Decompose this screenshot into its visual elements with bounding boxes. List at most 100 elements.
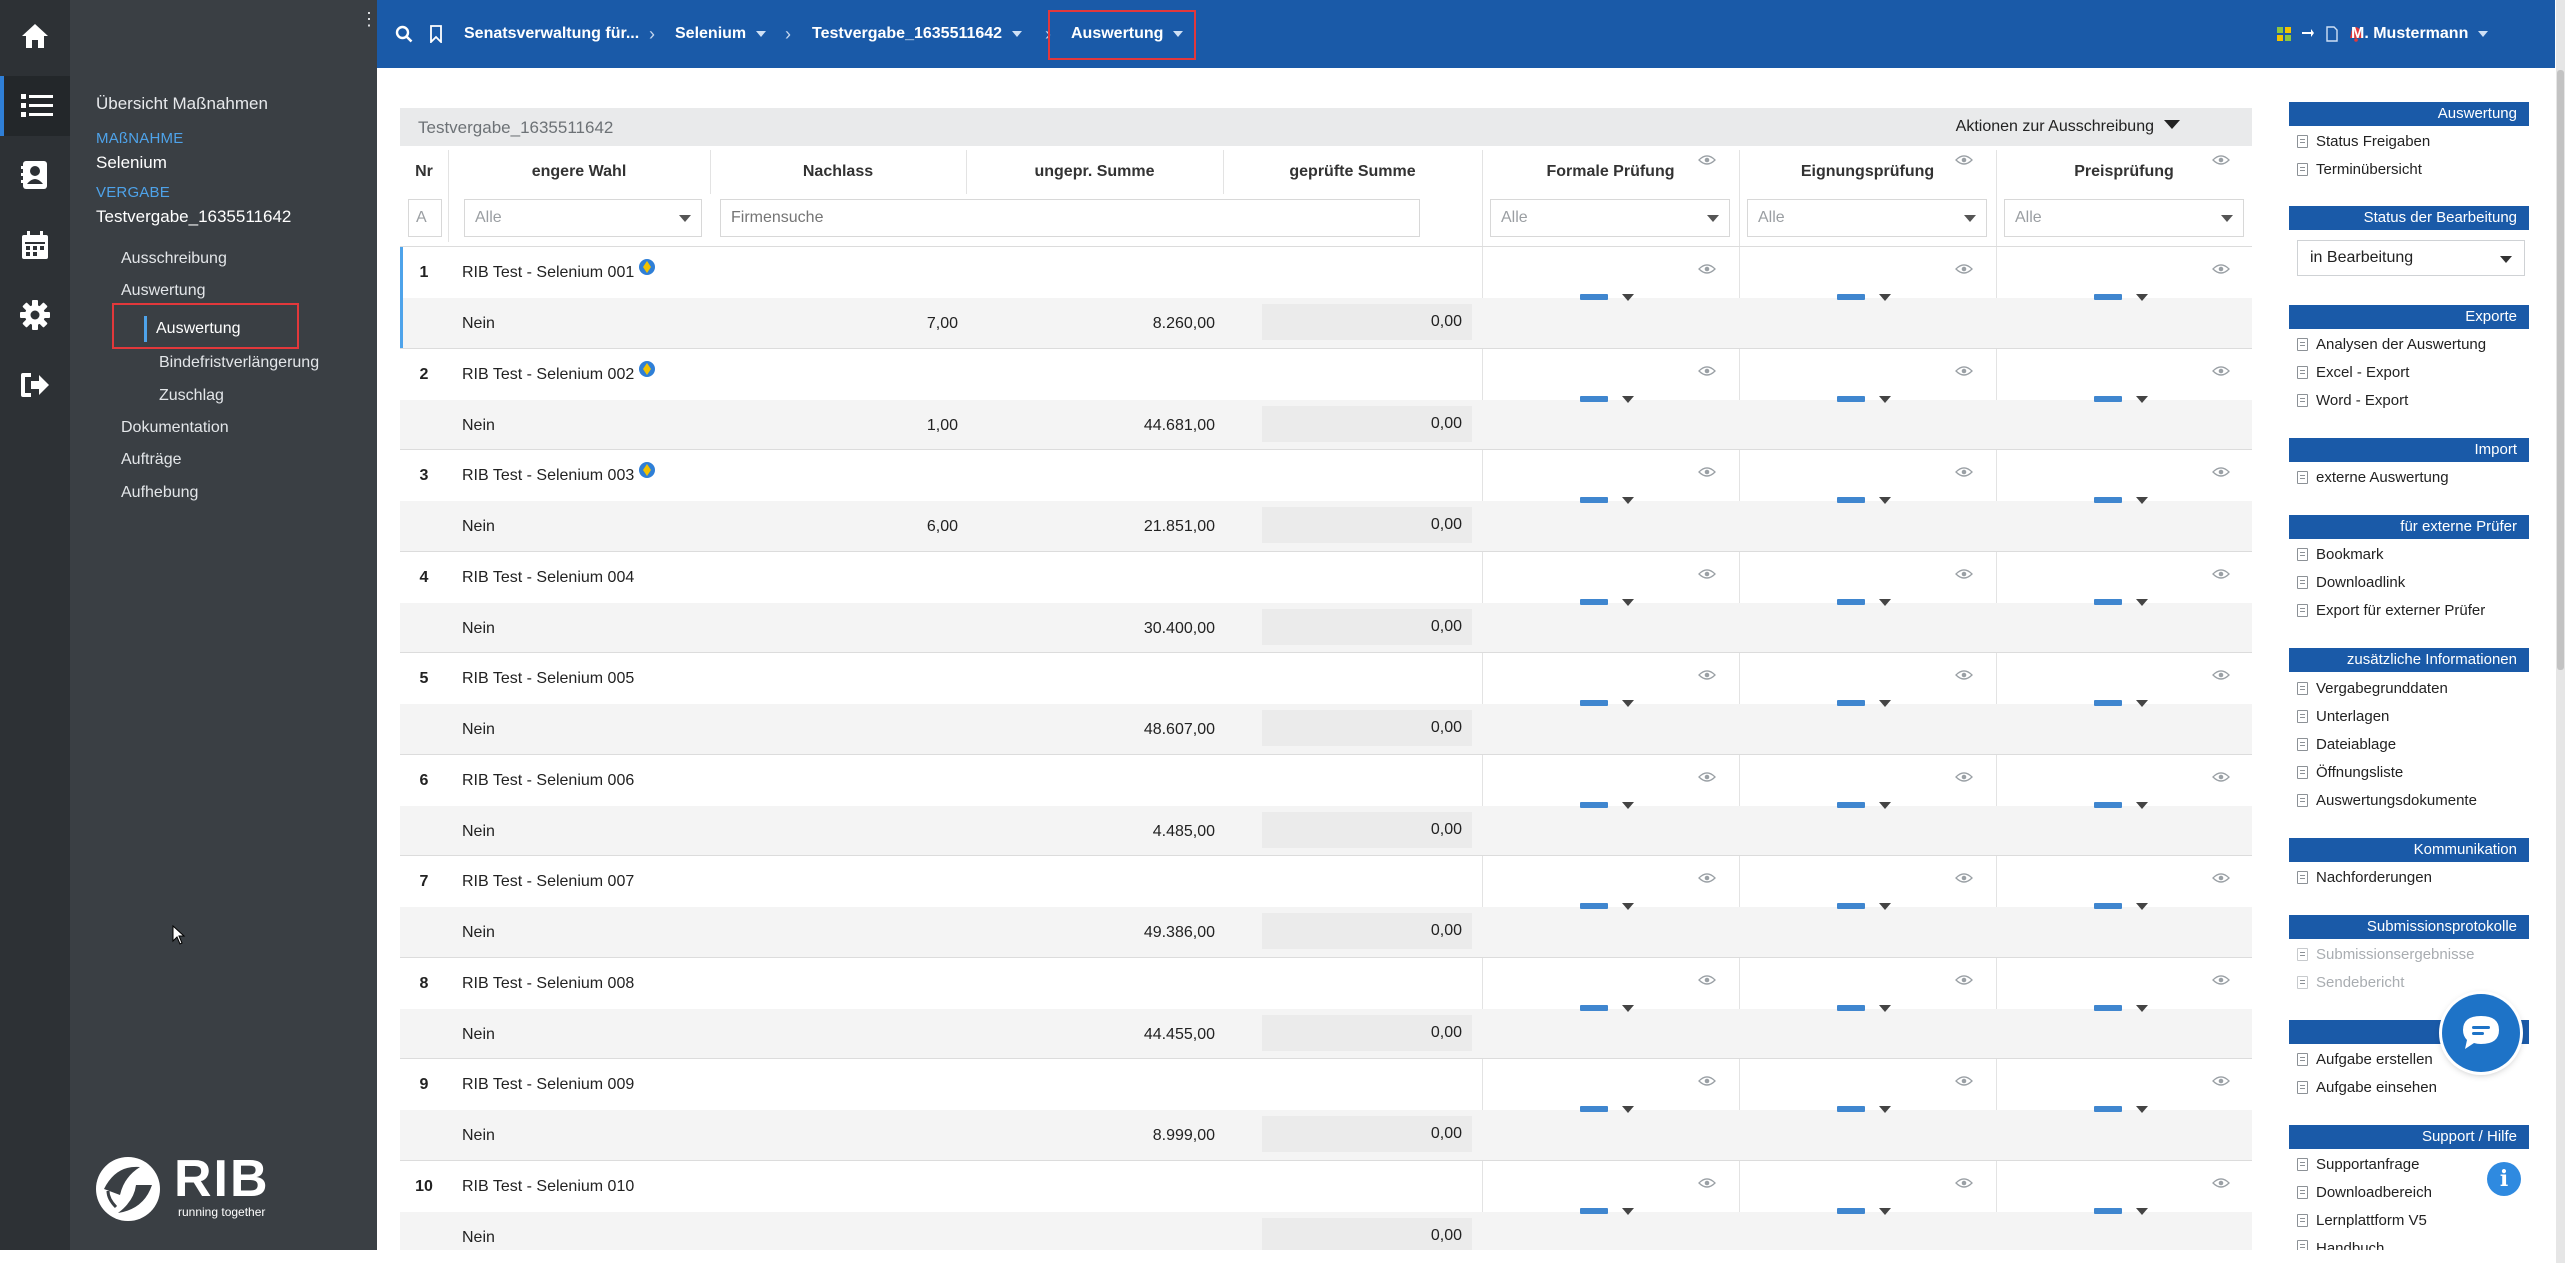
link-excel-export[interactable]: Excel - Export bbox=[2297, 364, 2409, 381]
status-formal-dropdown[interactable] bbox=[1580, 494, 1640, 508]
link-auswertungsdokumente[interactable]: Auswertungsdokumente bbox=[2297, 792, 2477, 809]
status-preis-dropdown[interactable] bbox=[2094, 494, 2154, 508]
row-engere-wahl[interactable]: Nein bbox=[462, 822, 495, 840]
row-firma[interactable]: RIB Test - Selenium 009 bbox=[462, 1076, 634, 1094]
contact-card-icon[interactable] bbox=[0, 145, 70, 205]
row-engere-wahl[interactable]: Nein bbox=[462, 924, 495, 941]
status-preis-dropdown[interactable] bbox=[2094, 799, 2154, 813]
table-row[interactable]: 2 RIB Test - Selenium 002 Nein 1,00 44.681,0… bbox=[400, 347, 2252, 450]
link-downloadlink[interactable]: Downloadlink bbox=[2297, 574, 2405, 591]
status-eignung-dropdown[interactable] bbox=[1837, 291, 1897, 305]
sidebar-subitem-zuschlag[interactable]: Zuschlag bbox=[159, 387, 224, 404]
row-engere-wahl[interactable]: Nein bbox=[462, 518, 495, 535]
eye-icon[interactable] bbox=[1955, 154, 1973, 166]
document-icon[interactable] bbox=[2325, 26, 2339, 42]
eye-icon[interactable] bbox=[2212, 567, 2230, 579]
eye-icon[interactable] bbox=[1698, 871, 1716, 883]
kebab-menu-icon[interactable]: ⋮ bbox=[360, 9, 378, 29]
breadcrumb-senatsverwaltung[interactable]: Senatsverwaltung für... bbox=[464, 0, 639, 68]
transfer-icon[interactable] bbox=[2301, 27, 2315, 41]
status-select[interactable]: in Bearbeitung bbox=[2297, 240, 2525, 276]
row-gepruefte-summe[interactable]: 0,00 bbox=[1262, 1014, 1472, 1051]
status-eignung-dropdown[interactable] bbox=[1837, 393, 1897, 407]
row-firma[interactable]: RIB Test - Selenium 006 bbox=[462, 772, 634, 790]
header-engere-wahl[interactable]: engere Wahl bbox=[531, 163, 627, 180]
breadcrumb-selenium[interactable]: Selenium bbox=[675, 0, 767, 68]
link-vergabegrunddaten[interactable]: Vergabegrunddaten bbox=[2297, 680, 2448, 697]
status-formal-dropdown[interactable] bbox=[1580, 1103, 1640, 1117]
row-gepruefte-summe[interactable]: 0,00 bbox=[1262, 710, 1472, 746]
eye-icon[interactable] bbox=[2212, 154, 2230, 166]
eye-icon[interactable] bbox=[1698, 262, 1716, 274]
eye-icon[interactable] bbox=[1698, 1074, 1716, 1086]
link-export-externe[interactable]: Export für externer Prüfer bbox=[2297, 602, 2485, 619]
link-word-export[interactable]: Word - Export bbox=[2297, 392, 2408, 409]
filter-formal-select[interactable]: Alle bbox=[1490, 199, 1730, 237]
table-row[interactable]: 3 RIB Test - Selenium 003 Nein 6,00 21.851,0… bbox=[400, 449, 2252, 551]
status-eignung-dropdown[interactable] bbox=[1837, 1103, 1897, 1117]
link-terminuebersicht[interactable]: Terminübersicht bbox=[2297, 161, 2422, 178]
actions-dropdown[interactable]: Aktionen zur Ausschreibung bbox=[1956, 118, 2180, 136]
row-gepruefte-summe[interactable]: 0,00 bbox=[1262, 1217, 1472, 1254]
status-formal-dropdown[interactable] bbox=[1580, 596, 1640, 610]
eye-icon[interactable] bbox=[1955, 973, 1973, 985]
breadcrumb-auswertung[interactable]: Auswertung bbox=[1071, 0, 1184, 68]
eye-icon[interactable] bbox=[2212, 871, 2230, 883]
row-firma[interactable]: RIB Test - Selenium 001 bbox=[462, 264, 634, 282]
eye-icon[interactable] bbox=[1698, 364, 1716, 376]
row-gepruefte-summe[interactable]: 0,00 bbox=[1262, 913, 1472, 949]
table-row[interactable]: 7 RIB Test - Selenium 007 Nein 49.386,00 0,0… bbox=[400, 855, 2252, 957]
sidebar-subitem-bindefrist[interactable]: Bindefristverlängerung bbox=[159, 354, 320, 371]
header-nachlass[interactable]: Nachlass bbox=[802, 163, 874, 180]
status-eignung-dropdown[interactable] bbox=[1837, 494, 1897, 508]
eye-icon[interactable] bbox=[1955, 1074, 1973, 1086]
status-eignung-dropdown[interactable] bbox=[1837, 799, 1897, 813]
row-firma[interactable]: RIB Test - Selenium 004 bbox=[462, 569, 634, 587]
filter-engere-wahl-select[interactable]: Alle bbox=[464, 199, 702, 237]
eye-icon[interactable] bbox=[2212, 770, 2230, 782]
logout-icon[interactable] bbox=[0, 355, 70, 415]
row-engere-wahl[interactable]: Nein bbox=[462, 416, 495, 434]
row-engere-wahl[interactable]: Nein bbox=[462, 1228, 495, 1246]
eye-icon[interactable] bbox=[1698, 770, 1716, 782]
row-firma[interactable]: RIB Test - Selenium 003 bbox=[462, 467, 634, 485]
link-aufgabe-erstellen[interactable]: Aufgabe erstellen bbox=[2297, 1051, 2433, 1068]
row-engere-wahl[interactable]: Nein bbox=[462, 315, 495, 332]
firmensuche-input[interactable] bbox=[720, 199, 1420, 237]
sidebar-item-aufhebung[interactable]: Aufhebung bbox=[121, 484, 199, 501]
info-icon[interactable]: i bbox=[2487, 1162, 2521, 1196]
filter-preis-select[interactable]: Alle bbox=[2004, 199, 2244, 237]
filter-nr-input[interactable]: A bbox=[408, 199, 442, 237]
eye-icon[interactable] bbox=[1955, 262, 1973, 274]
sidebar-item-ausschreibung[interactable]: Ausschreibung bbox=[121, 250, 227, 267]
header-formale-pruefung[interactable]: Formale Prüfung bbox=[1546, 163, 1675, 180]
home-icon[interactable] bbox=[0, 6, 70, 66]
status-eignung-dropdown[interactable] bbox=[1837, 900, 1897, 914]
status-formal-dropdown[interactable] bbox=[1580, 697, 1640, 711]
status-formal-dropdown[interactable] bbox=[1580, 291, 1640, 305]
breadcrumb-testvergabe[interactable]: Testvergabe_1635511642 bbox=[812, 0, 1023, 68]
gear-icon[interactable] bbox=[0, 285, 70, 345]
status-eignung-dropdown[interactable] bbox=[1837, 596, 1897, 610]
scrollbar-thumb[interactable] bbox=[2557, 70, 2564, 670]
row-engere-wahl[interactable]: Nein bbox=[462, 619, 495, 637]
table-row[interactable]: 5 RIB Test - Selenium 005 Nein 48.607,00 0,0… bbox=[400, 652, 2252, 754]
link-supportanfrage[interactable]: Supportanfrage bbox=[2297, 1156, 2419, 1173]
eye-icon[interactable] bbox=[1955, 465, 1973, 477]
filter-eignung-select[interactable]: Alle bbox=[1747, 199, 1987, 237]
link-dateiablage[interactable]: Dateiablage bbox=[2297, 736, 2396, 753]
eye-icon[interactable] bbox=[1955, 668, 1973, 680]
table-row[interactable]: 1 RIB Test - Selenium 001 Nein 7,00 8.260,00… bbox=[400, 246, 2252, 348]
sidebar-item-dokumentation[interactable]: Dokumentation bbox=[121, 419, 229, 436]
eye-icon[interactable] bbox=[1698, 973, 1716, 985]
status-preis-dropdown[interactable] bbox=[2094, 1103, 2154, 1117]
link-handbuch[interactable]: Handbuch bbox=[2297, 1240, 2384, 1250]
table-row[interactable]: 8 RIB Test - Selenium 008 Nein 44.455,00 0,0… bbox=[400, 956, 2252, 1059]
row-firma[interactable]: RIB Test - Selenium 008 bbox=[462, 975, 634, 993]
sidebar-item-auftraege[interactable]: Aufträge bbox=[121, 451, 182, 468]
link-status-freigaben[interactable]: Status Freigaben bbox=[2297, 133, 2430, 150]
row-gepruefte-summe[interactable]: 0,00 bbox=[1262, 811, 1472, 848]
eye-icon[interactable] bbox=[1955, 567, 1973, 579]
row-firma[interactable]: RIB Test - Selenium 007 bbox=[462, 873, 634, 891]
eye-icon[interactable] bbox=[2212, 364, 2230, 376]
